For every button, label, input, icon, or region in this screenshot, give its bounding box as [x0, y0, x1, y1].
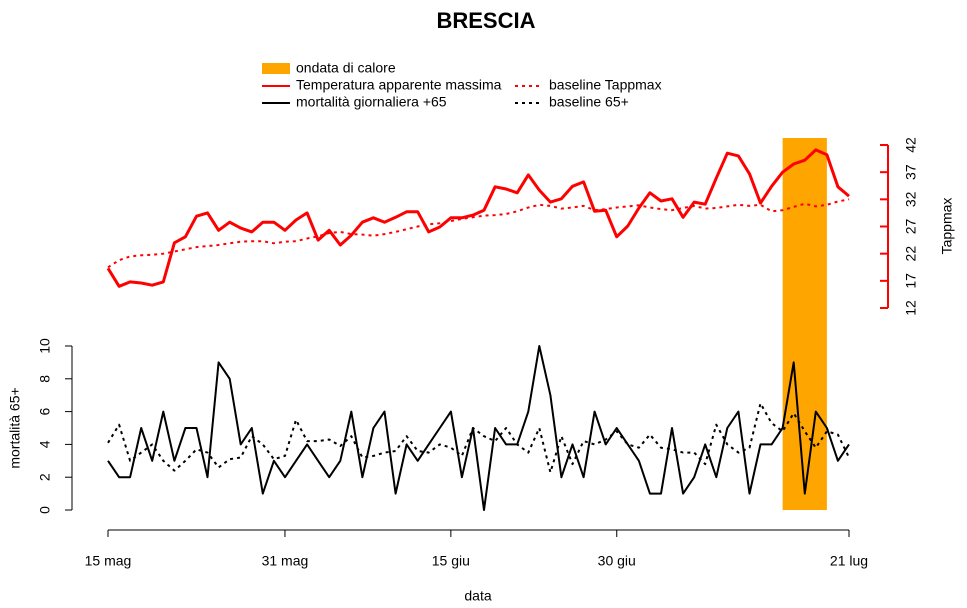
- legend-swatch: [262, 63, 290, 74]
- y-tick-label: 4: [37, 440, 53, 448]
- y-tick-label: 6: [37, 407, 53, 415]
- x-tick-label: 31 mag: [262, 553, 309, 569]
- y2-tick-label: 42: [903, 137, 919, 153]
- series-line: [107, 402, 850, 474]
- y2-tick-label: 12: [903, 300, 919, 316]
- chart-title: BRESCIA: [436, 8, 535, 33]
- x-axis-label: data: [464, 588, 491, 604]
- x-tick-label: 21 lug: [830, 553, 868, 569]
- y-tick-label: 10: [37, 338, 53, 354]
- series-line: [106, 148, 850, 288]
- y2-tick-label: 32: [903, 191, 919, 207]
- x-tick-label: 30 giu: [598, 553, 636, 569]
- series-line: [107, 198, 850, 269]
- legend-label: ondata di calore: [296, 60, 396, 76]
- legend-label: baseline 65+: [549, 94, 629, 110]
- legend-label: Temperatura apparente massima: [296, 77, 502, 93]
- y2-tick-label: 22: [903, 246, 919, 262]
- y-tick-label: 8: [37, 375, 53, 383]
- y-axis-label: mortalità 65+: [7, 387, 23, 468]
- y2-tick-label: 37: [903, 164, 919, 180]
- y2-axis-label: Tappmax: [939, 198, 955, 255]
- y-tick-label: 0: [37, 506, 53, 514]
- y-tick-label: 2: [37, 473, 53, 481]
- series-line: [107, 345, 850, 511]
- y2-tick-label: 17: [903, 273, 919, 289]
- x-tick-label: 15 mag: [85, 553, 132, 569]
- heatwave-band: [782, 138, 827, 510]
- x-tick-label: 15 giu: [432, 553, 470, 569]
- legend-label: baseline Tappmax: [549, 77, 662, 93]
- y2-tick-label: 27: [903, 219, 919, 235]
- legend-label: mortalità giornaliera +65: [296, 94, 447, 110]
